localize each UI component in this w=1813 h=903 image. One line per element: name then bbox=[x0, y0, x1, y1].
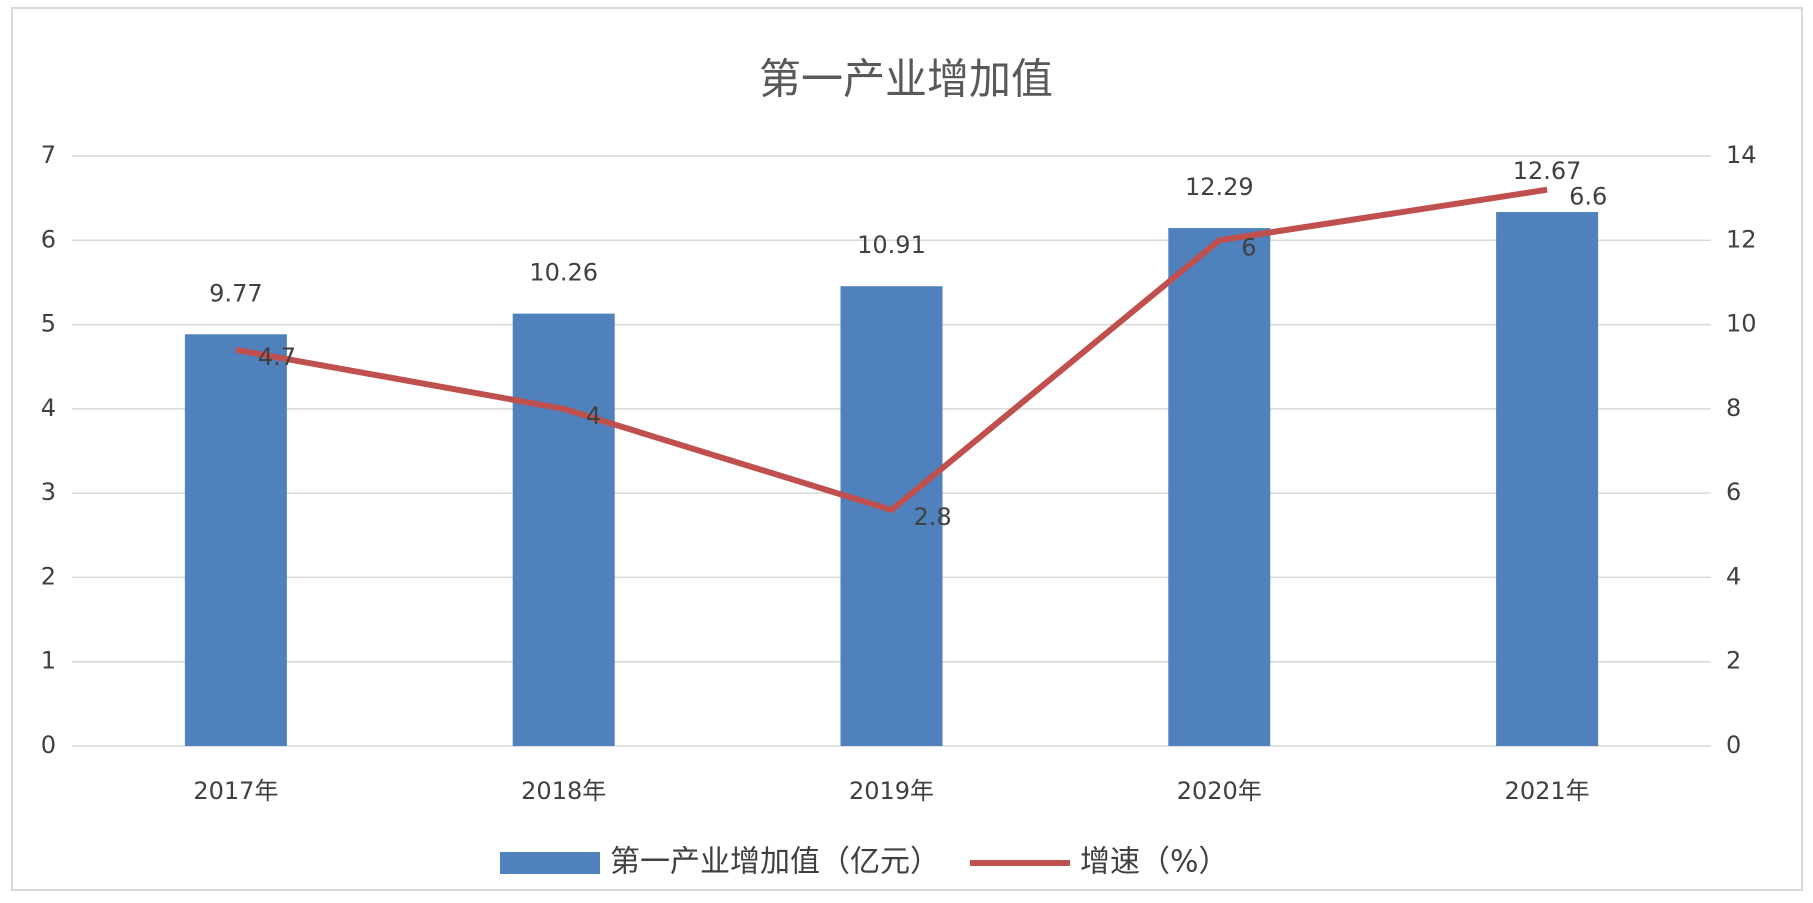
y2-tick-label: 6 bbox=[1726, 478, 1741, 506]
y2-tick-label: 14 bbox=[1726, 141, 1757, 169]
y2-tick-label: 0 bbox=[1726, 731, 1741, 759]
y-tick-label: 2 bbox=[41, 562, 56, 590]
bar bbox=[1496, 212, 1599, 747]
y2-tick-label: 8 bbox=[1726, 394, 1741, 422]
line-value-label: 6 bbox=[1241, 233, 1256, 261]
legend-label: 增速（%） bbox=[1080, 845, 1229, 880]
x-tick-label: 2020年 bbox=[1177, 777, 1262, 805]
bar bbox=[1168, 228, 1271, 747]
bar-value-label: 12.67 bbox=[1513, 157, 1582, 185]
bar-value-label: 10.91 bbox=[857, 231, 926, 259]
bar-value-label: 12.29 bbox=[1185, 173, 1254, 201]
y2-tick-label: 2 bbox=[1726, 647, 1741, 675]
bar bbox=[184, 334, 287, 746]
legend-swatch bbox=[500, 852, 600, 874]
line bbox=[235, 186, 1548, 513]
y-tick-label: 3 bbox=[41, 478, 56, 506]
y-tick-label: 0 bbox=[41, 731, 56, 759]
y2-tick-label: 4 bbox=[1726, 562, 1741, 590]
y-tick-label: 5 bbox=[41, 310, 56, 338]
bar bbox=[512, 313, 615, 746]
y2-tick-label: 10 bbox=[1726, 310, 1757, 338]
y2-tick-label: 12 bbox=[1726, 225, 1757, 253]
bar-value-label: 9.77 bbox=[209, 279, 262, 307]
y-tick-label: 4 bbox=[41, 394, 56, 422]
x-tick-label: 2017年 bbox=[193, 777, 278, 805]
chart-title: 第一产业增加值 bbox=[759, 55, 1053, 104]
line-value-label: 4.7 bbox=[258, 343, 296, 371]
x-tick-label: 2021年 bbox=[1505, 777, 1590, 805]
bar bbox=[840, 286, 943, 746]
x-tick-label: 2019年 bbox=[849, 777, 934, 805]
line-value-label: 2.8 bbox=[914, 503, 952, 531]
legend-label: 第一产业增加值（亿元） bbox=[610, 845, 940, 880]
line-value-label: 6.6 bbox=[1569, 183, 1607, 211]
line-value-label: 4 bbox=[586, 402, 601, 430]
y-tick-label: 1 bbox=[41, 647, 56, 675]
bar-value-label: 10.26 bbox=[529, 259, 598, 287]
x-tick-label: 2018年 bbox=[521, 777, 606, 805]
y-tick-label: 6 bbox=[41, 225, 56, 253]
y-tick-label: 7 bbox=[41, 141, 56, 169]
